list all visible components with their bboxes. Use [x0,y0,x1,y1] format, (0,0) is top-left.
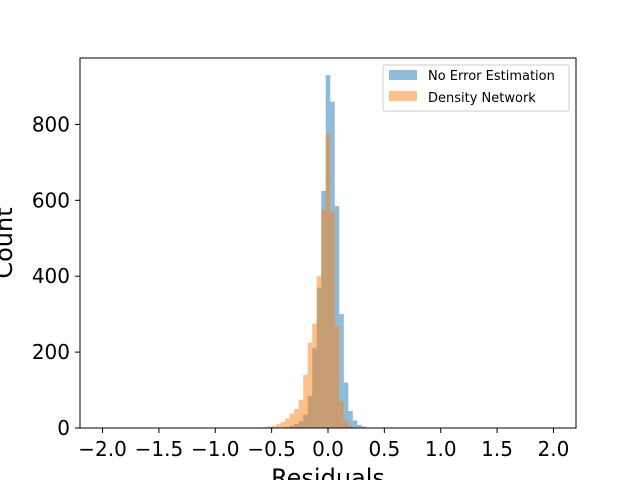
legend-label-density-network: Density Network [428,91,536,106]
bar-density-network [343,420,349,428]
x-tick-label: −1.5 [135,437,184,461]
bar-density-network [267,426,272,428]
x-tick-label: 1.0 [425,437,457,461]
x-tick-label: −0.5 [247,437,296,461]
bar-density-network [294,409,299,428]
bar-density-network [334,325,340,428]
y-axis-label: Count [0,207,18,278]
bar-density-network [280,421,286,428]
bar-density-network [298,399,304,428]
x-tick-label: 2.0 [538,437,570,461]
x-tick-label: 0.5 [368,437,400,461]
y-tick-label: 0 [57,416,70,440]
bar-no-error-estimation [348,410,353,428]
bar-density-network [339,401,344,428]
x-tick-label: −2.0 [78,437,127,461]
bar-density-network [348,426,353,428]
bar-density-network [303,374,308,428]
x-tick-label: 0.0 [312,437,344,461]
bar-density-network [271,425,277,428]
bar-no-error-estimation [334,206,340,428]
y-tick-label: 200 [32,340,70,364]
legend-swatch-density-network [389,91,417,101]
y-tick-label: 800 [32,112,70,136]
legend-swatch-no-error-estimation [389,70,417,80]
bar-no-error-estimation [352,420,358,428]
bar-no-error-estimation [361,426,367,428]
x-tick-label: −1.0 [191,437,240,461]
bar-density-network [330,211,335,428]
x-tick-label: 1.5 [481,437,513,461]
legend-label-no-error-estimation: No Error Estimation [428,69,555,84]
bar-density-network [289,413,295,428]
bar-no-error-estimation [343,382,349,428]
legend: No Error Estimation Density Network [382,64,570,112]
bar-density-network [321,209,326,428]
bar-no-error-estimation [339,314,344,428]
y-tick-label: 600 [32,188,70,212]
bar-density-network [276,424,281,428]
y-tick-label: 400 [32,264,70,288]
bar-no-error-estimation [357,424,362,428]
bar-density-network [316,276,322,428]
bar-density-network [312,323,317,428]
bar-density-network [307,342,313,428]
y-axis-ticks: 0 200 400 600 800 [32,112,80,440]
x-axis-label: Residuals [271,464,385,480]
bar-density-network [325,133,331,428]
x-axis-ticks: −2.0 −1.5 −1.0 −0.5 0.0 0.5 1.0 1.5 2.0 [78,428,569,461]
bars-layer [262,75,367,429]
legend-frame [382,64,570,112]
bar-density-network [285,418,290,428]
